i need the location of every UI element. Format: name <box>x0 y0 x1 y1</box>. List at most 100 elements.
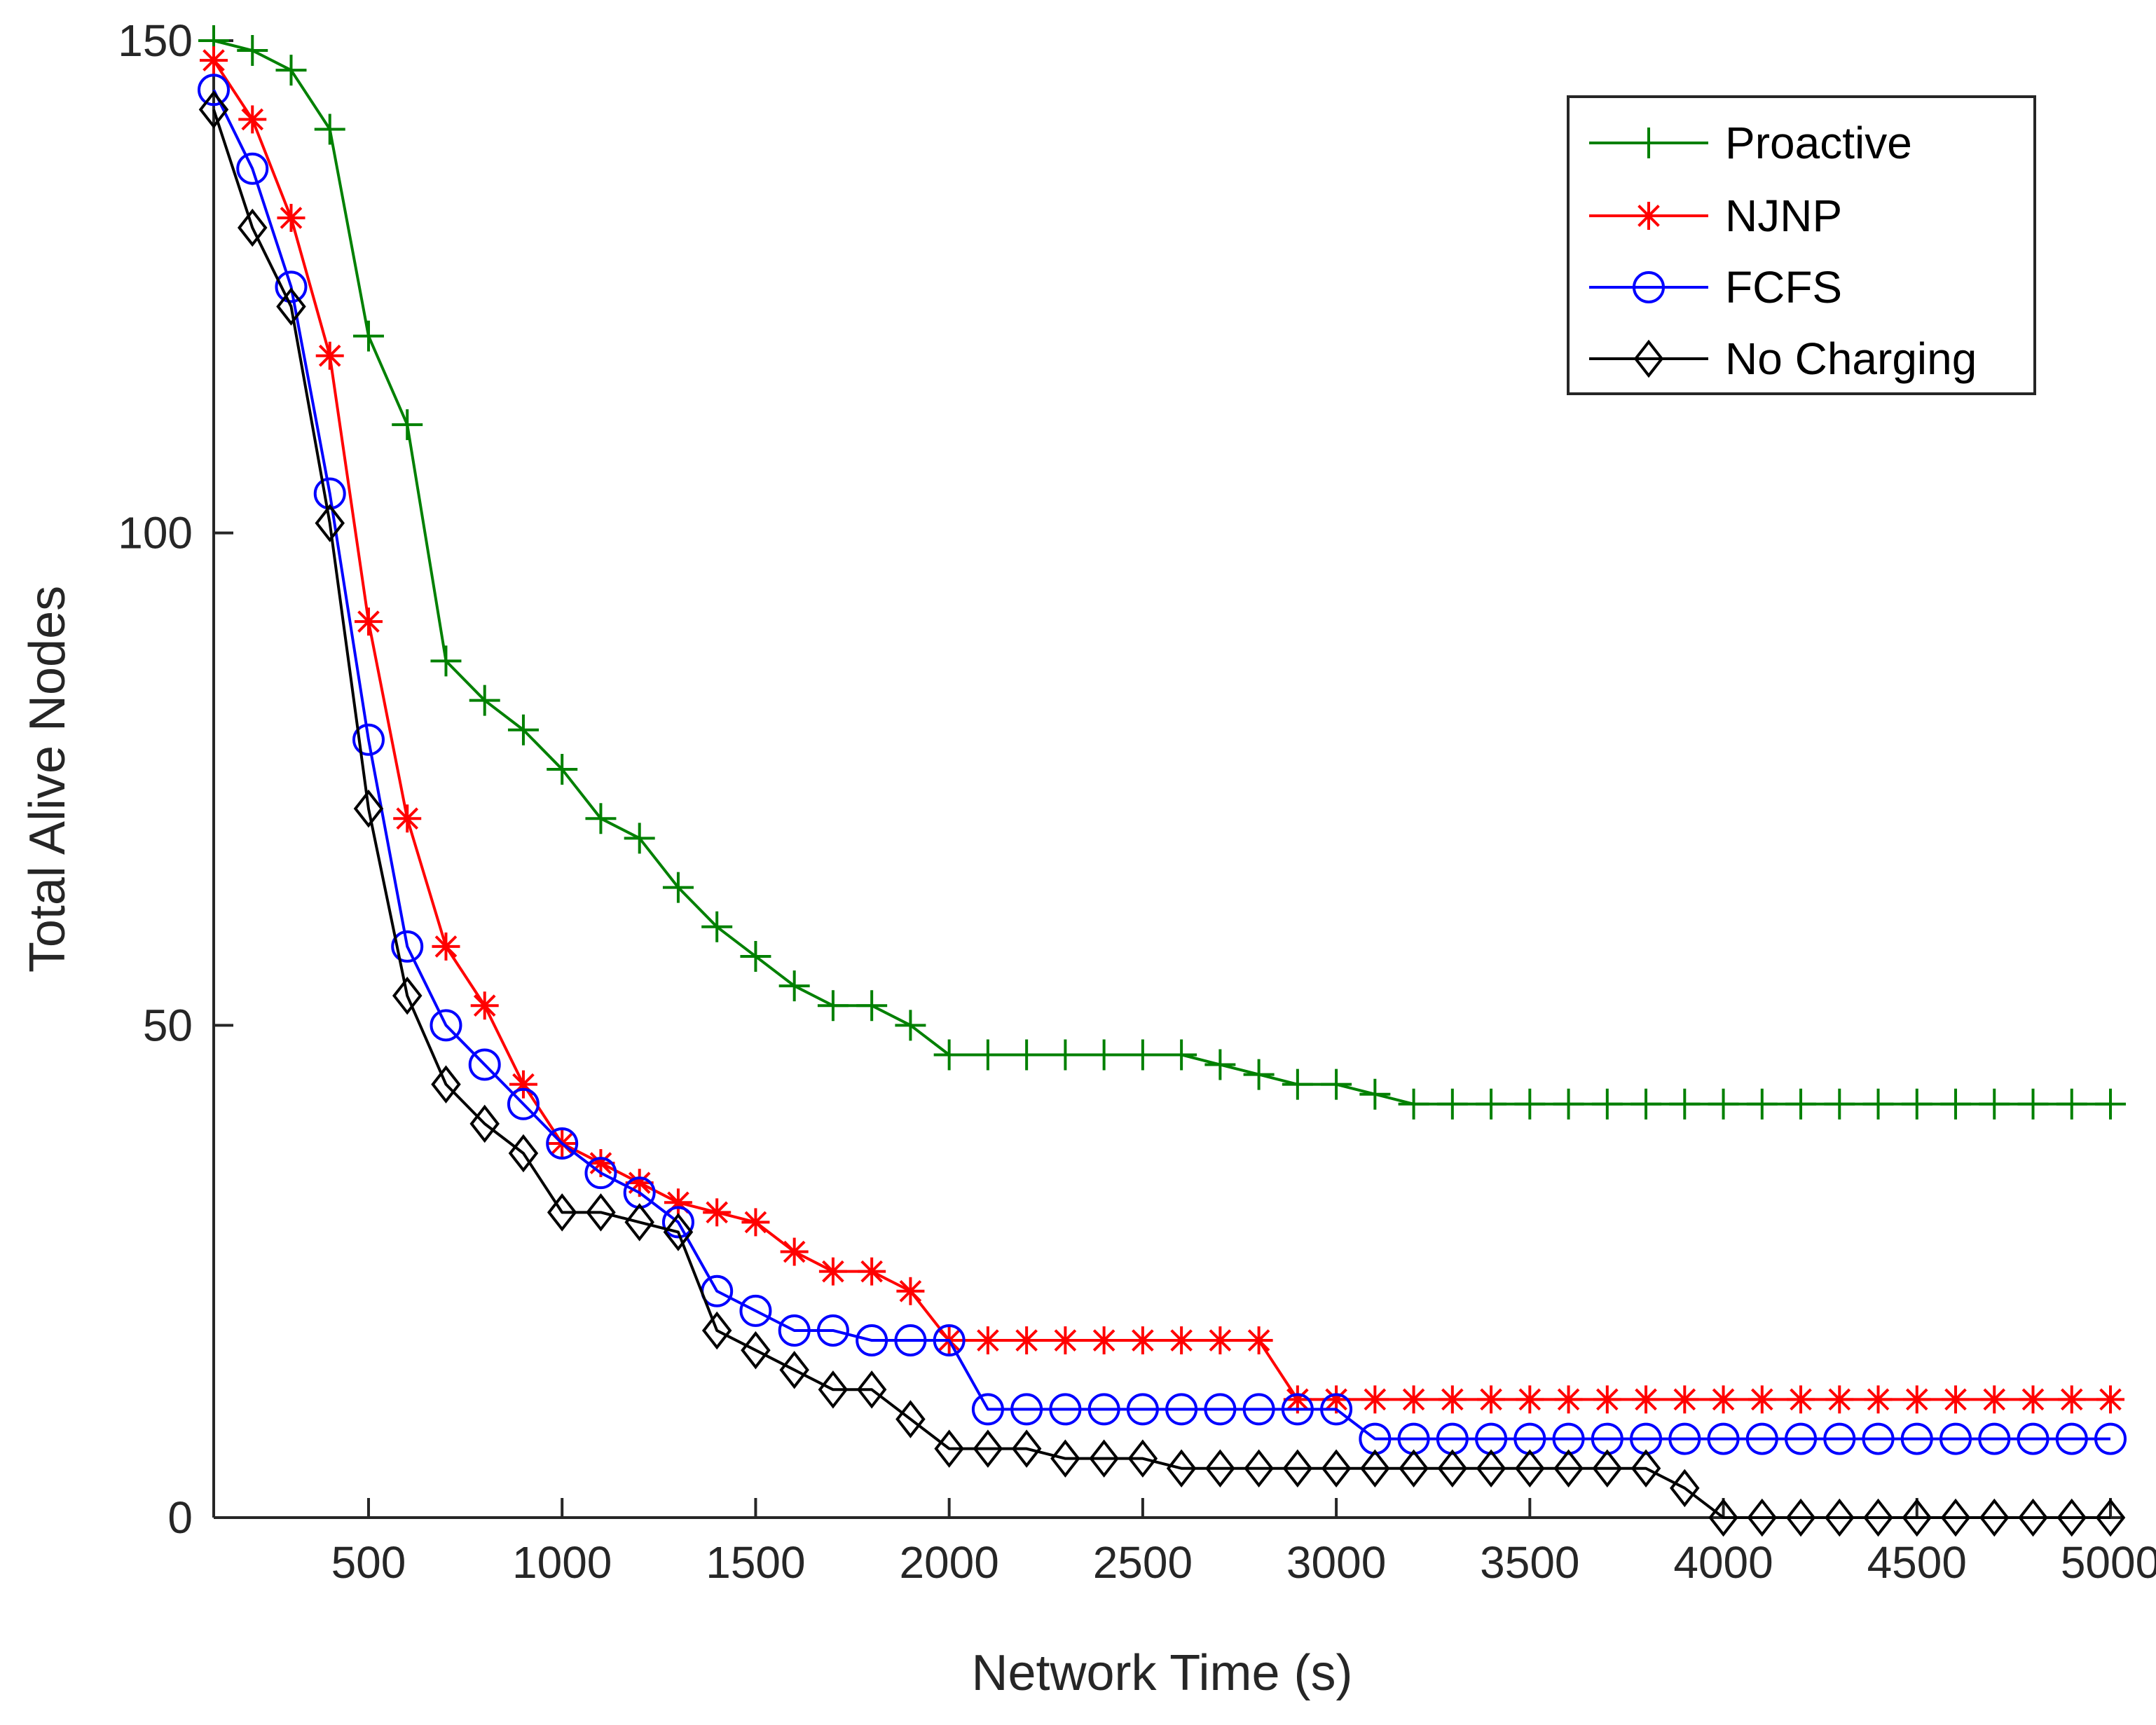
data-point <box>1824 1088 1855 1120</box>
data-point <box>1939 1422 1972 1455</box>
series-line <box>212 89 2110 1441</box>
data-point <box>1204 1393 1237 1426</box>
data-point <box>816 1314 849 1347</box>
data-point <box>701 911 733 942</box>
x-tick-label: 4500 <box>1867 1537 1967 1588</box>
data-point <box>198 74 230 106</box>
data-point <box>237 208 268 247</box>
data-point <box>508 1134 539 1173</box>
data-point <box>2095 1498 2126 1537</box>
legend-marker <box>1633 128 1664 158</box>
data-point <box>1010 1393 1043 1426</box>
data-point <box>1089 1439 1119 1478</box>
data-point <box>276 287 306 326</box>
data-point <box>701 1311 732 1350</box>
data-point <box>507 714 539 745</box>
data-point <box>895 1400 926 1438</box>
data-point <box>1670 1385 1699 1414</box>
data-point <box>236 152 269 185</box>
data-point <box>584 1157 617 1190</box>
data-point <box>1632 1385 1661 1414</box>
data-point <box>1514 1088 1546 1120</box>
data-point <box>972 1039 1003 1071</box>
data-point <box>817 990 849 1022</box>
data-point <box>1320 1393 1353 1426</box>
data-point <box>200 46 228 75</box>
data-point <box>818 1257 847 1286</box>
x-axis-label: Network Time (s) <box>971 1645 1352 1701</box>
data-point <box>1708 1498 1738 1537</box>
y-tick-label: 100 <box>118 508 193 558</box>
data-point <box>1011 1429 1042 1468</box>
data-point <box>1979 1088 2010 1120</box>
data-point <box>1516 1385 1544 1414</box>
data-point <box>2019 1385 2047 1414</box>
x-tick-label: 500 <box>331 1537 406 1588</box>
data-point <box>352 320 384 352</box>
data-point <box>1050 1039 1081 1071</box>
data-point <box>780 1237 809 1266</box>
data-point <box>1787 1385 1815 1414</box>
data-point <box>1399 1449 1429 1487</box>
data-point <box>1668 1422 1701 1455</box>
data-point <box>470 991 499 1020</box>
data-point <box>1128 1326 1157 1355</box>
y-tick-label: 0 <box>167 1492 193 1543</box>
data-point <box>894 1324 927 1357</box>
data-point <box>1244 1326 1273 1355</box>
data-point <box>1515 1449 1545 1487</box>
data-point <box>277 203 305 232</box>
data-point <box>430 1009 462 1042</box>
data-point <box>1669 1088 1701 1120</box>
data-point <box>315 504 345 542</box>
data-point <box>1437 1449 1468 1487</box>
data-point <box>1205 1449 1235 1487</box>
x-tick-label: 3500 <box>1480 1537 1579 1588</box>
data-point <box>585 803 617 834</box>
data-point <box>275 55 307 86</box>
data-point <box>1477 1385 1506 1414</box>
data-point <box>856 1324 888 1357</box>
data-point <box>1166 1449 1197 1487</box>
data-point <box>1978 1422 2011 1455</box>
data-point <box>1051 1326 1080 1355</box>
data-point <box>1321 1449 1352 1487</box>
data-point <box>624 823 655 854</box>
data-point <box>934 1429 964 1468</box>
data-point <box>739 1294 772 1327</box>
data-point <box>663 1213 694 1251</box>
data-point <box>1165 1393 1198 1426</box>
data-point <box>741 1208 770 1237</box>
y-tick-label: 150 <box>118 15 193 66</box>
data-point <box>856 1370 887 1409</box>
data-point <box>1204 1049 1236 1080</box>
data-point <box>1902 1498 1932 1537</box>
series-no-charging <box>198 90 2126 1537</box>
series-njnp <box>200 46 2124 1414</box>
data-point <box>1399 1385 1428 1414</box>
data-point <box>1398 1088 1429 1120</box>
data-point <box>778 970 810 1002</box>
data-point <box>1630 1449 1661 1487</box>
data-point <box>1593 1385 1621 1414</box>
data-point <box>1167 1326 1196 1355</box>
data-point <box>1243 1059 1275 1090</box>
data-point <box>1049 1393 1082 1426</box>
data-point <box>818 1370 849 1409</box>
data-point <box>1785 1498 1816 1537</box>
data-point <box>2017 1422 2049 1455</box>
data-point <box>1360 1449 1390 1487</box>
data-point <box>353 789 384 828</box>
data-point <box>1823 1422 1856 1455</box>
data-point <box>352 723 385 756</box>
legend-label: Proactive <box>1725 118 1912 168</box>
data-point <box>1438 1385 1467 1414</box>
data-point <box>1127 1439 1158 1478</box>
data-point <box>1942 1385 1970 1414</box>
y-axis-ticks: 0 50 100 150 <box>118 15 233 1543</box>
legend-item-proactive: Proactive <box>1589 118 1912 168</box>
data-point <box>430 645 462 677</box>
data-point <box>198 90 229 129</box>
y-axis-label: Total Alive Nodes <box>20 586 76 973</box>
